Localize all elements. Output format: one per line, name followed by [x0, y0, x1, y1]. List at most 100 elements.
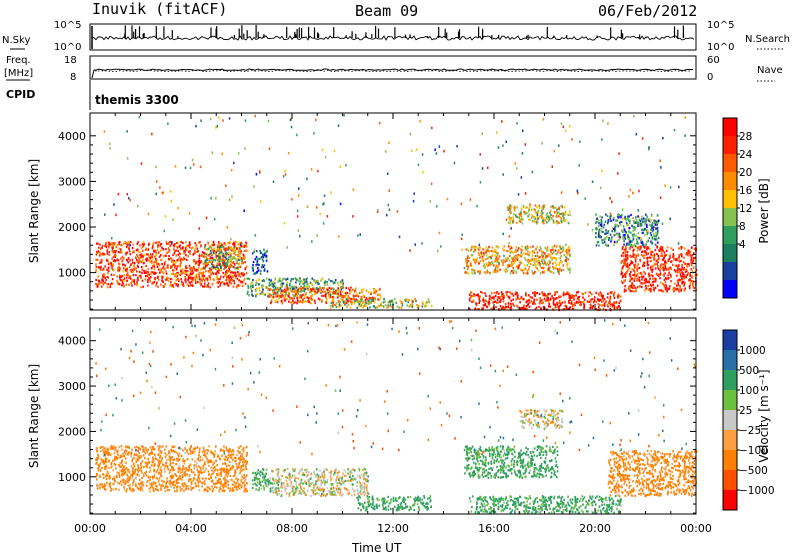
data-cell — [463, 267, 466, 270]
data-cell — [501, 307, 503, 310]
data-cell — [628, 230, 630, 233]
data-cell — [590, 304, 592, 307]
data-cell — [204, 256, 206, 259]
data-cell — [519, 260, 521, 263]
data-cell — [155, 258, 158, 261]
data-cell — [109, 486, 111, 489]
data-cell — [629, 290, 632, 293]
data-cell — [303, 284, 306, 287]
data-cell — [615, 219, 617, 222]
data-cell — [346, 291, 349, 294]
data-cell — [179, 273, 182, 277]
data-cell — [177, 249, 179, 253]
data-cell — [551, 165, 553, 168]
data-cell — [298, 282, 301, 285]
data-cell — [295, 289, 297, 292]
data-cell — [549, 305, 551, 308]
data-cell — [523, 210, 525, 214]
data-cell — [290, 301, 293, 304]
data-cell — [207, 243, 210, 246]
data-cell — [335, 302, 338, 305]
data-cell — [105, 241, 107, 244]
data-cell — [103, 483, 106, 486]
data-cell — [187, 278, 189, 281]
data-cell — [517, 266, 520, 269]
data-cell — [294, 301, 296, 304]
data-cell — [618, 152, 620, 155]
data-cell — [659, 269, 661, 272]
data-cell — [349, 306, 352, 309]
data-cell — [248, 277, 251, 280]
data-cell — [233, 279, 235, 282]
data-cell — [125, 245, 128, 249]
data-cell — [229, 266, 231, 269]
data-cell — [133, 283, 136, 286]
data-cell — [246, 277, 249, 280]
data-cell — [475, 294, 478, 297]
data-cell — [357, 295, 360, 298]
data-cell — [370, 297, 372, 300]
data-cell — [193, 163, 195, 166]
data-cell — [495, 270, 497, 274]
data-cell — [200, 279, 203, 282]
data-cell — [409, 249, 411, 252]
data-cell — [659, 196, 662, 199]
data-cell — [95, 483, 98, 486]
data-cell — [683, 256, 685, 259]
data-cell — [237, 246, 240, 249]
data-cell — [502, 296, 504, 299]
data-cell — [547, 263, 550, 266]
data-cell — [396, 210, 399, 213]
data-cell — [659, 159, 661, 162]
data-cell — [524, 192, 527, 195]
data-cell — [662, 136, 664, 140]
data-cell — [367, 302, 370, 305]
data-cell — [274, 285, 277, 288]
data-cell — [674, 282, 676, 285]
data-cell — [686, 251, 688, 255]
data-cell — [234, 243, 236, 246]
data-cell — [168, 249, 171, 252]
data-cell — [414, 243, 416, 246]
data-cell — [165, 272, 168, 275]
data-cell — [657, 219, 660, 222]
date-title: 06/Feb/2012 — [598, 2, 697, 20]
data-cell — [145, 271, 147, 274]
data-cell — [147, 243, 150, 246]
data-cell — [218, 490, 221, 493]
data-cell — [146, 253, 148, 256]
data-cell — [106, 268, 108, 271]
data-cell — [686, 263, 688, 266]
data-cell — [198, 257, 201, 260]
data-cell — [505, 267, 507, 271]
data-cell — [190, 480, 193, 483]
data-cell — [527, 259, 530, 262]
data-cell — [572, 296, 575, 299]
data-cell — [349, 292, 351, 295]
data-cell — [526, 253, 529, 256]
data-cell — [480, 253, 483, 256]
data-cell — [564, 259, 566, 262]
data-cell — [214, 450, 216, 453]
data-cell — [529, 246, 532, 249]
data-cell — [641, 243, 644, 246]
data-cell — [638, 266, 640, 270]
data-cell — [637, 242, 639, 245]
data-cell — [304, 296, 306, 299]
data-cell — [174, 266, 176, 269]
data-cell — [520, 296, 523, 299]
data-cell — [554, 306, 557, 309]
data-cell — [104, 467, 106, 470]
data-cell — [152, 271, 154, 274]
data-cell — [677, 242, 680, 245]
data-cell — [525, 307, 528, 310]
data-cell — [171, 258, 173, 261]
data-cell — [495, 251, 498, 254]
data-cell — [510, 246, 513, 249]
data-cell — [216, 270, 219, 273]
data-cell — [647, 217, 649, 221]
data-cell — [274, 282, 276, 285]
data-cell — [123, 472, 126, 475]
data-cell — [365, 297, 368, 300]
data-cell — [230, 258, 232, 261]
